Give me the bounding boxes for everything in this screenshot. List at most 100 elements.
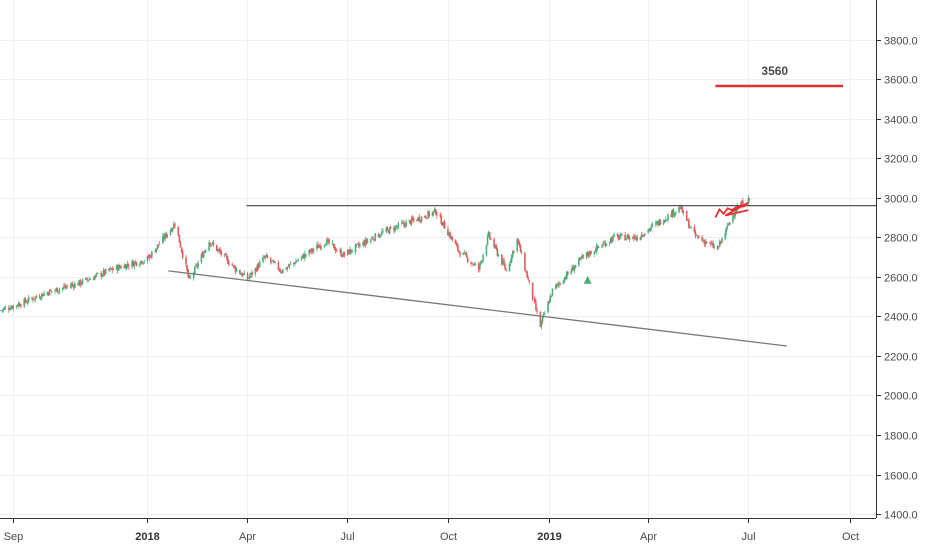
candle-body: [405, 221, 407, 228]
candle-body: [527, 278, 530, 280]
candle-body: [318, 245, 320, 248]
candle-body: [457, 244, 459, 251]
y-tick-label[interactable]: 2200.0: [884, 352, 918, 364]
candle-body: [220, 251, 223, 255]
x-tick-label[interactable]: 2019: [537, 531, 561, 543]
candle-body: [543, 313, 546, 314]
candle-body: [448, 233, 450, 236]
candle-body: [732, 215, 734, 223]
candle-body: [93, 276, 96, 281]
candle-body: [74, 283, 76, 289]
candle-body: [11, 306, 13, 309]
x-tick-label[interactable]: Oct: [440, 531, 457, 543]
candle-body: [635, 238, 637, 239]
candle-body: [41, 293, 43, 298]
candle-body: [474, 263, 477, 265]
candle-body: [541, 317, 544, 322]
candle-body: [140, 260, 142, 264]
candle-body: [378, 236, 381, 237]
candle-body: [317, 244, 319, 249]
candle-body: [689, 227, 691, 229]
candle-body: [386, 227, 389, 230]
candle-body: [550, 295, 553, 297]
y-tick-label[interactable]: 2400.0: [884, 312, 918, 324]
candle-body: [472, 264, 475, 266]
candle-body: [648, 229, 651, 231]
candle-body: [246, 273, 249, 280]
candle-body: [171, 228, 174, 231]
candle-body: [324, 244, 327, 246]
candle-body: [554, 285, 557, 289]
y-tick-label[interactable]: 2600.0: [884, 273, 918, 285]
candle-body: [346, 249, 349, 255]
y-tick-label[interactable]: 3400.0: [884, 115, 918, 127]
y-tick-label[interactable]: 1800.0: [884, 431, 918, 443]
candle-body: [428, 211, 430, 216]
candle-body: [169, 229, 172, 236]
candle-body: [224, 253, 227, 256]
candle-body: [94, 274, 97, 277]
candle-body: [372, 238, 374, 240]
candle-body: [115, 265, 118, 270]
candle-body: [273, 261, 275, 263]
axes: [0, 0, 877, 519]
candle-body: [326, 239, 328, 246]
candle-body: [396, 226, 399, 228]
candle-body: [305, 254, 307, 256]
candle-body: [256, 264, 259, 271]
support-line[interactable]: [168, 270, 787, 347]
x-tick-label[interactable]: Sep: [4, 531, 24, 543]
candle-body: [23, 298, 26, 307]
candle-body: [693, 226, 696, 232]
candle-body: [640, 234, 643, 238]
y-tick-label[interactable]: 3600.0: [884, 75, 918, 87]
candle-body: [370, 239, 372, 242]
candle-body: [394, 226, 396, 232]
candle-body: [633, 236, 635, 239]
y-tick-label[interactable]: 3800.0: [884, 36, 918, 48]
candle-body: [539, 312, 542, 327]
x-tick-label[interactable]: Apr: [640, 531, 657, 543]
candle-body: [308, 249, 311, 255]
x-tick-label[interactable]: Jul: [340, 531, 354, 543]
candle-body: [509, 260, 512, 263]
y-tick-label[interactable]: 2000.0: [884, 391, 918, 403]
y-tick-label[interactable]: 3000.0: [884, 194, 918, 206]
candle-body: [505, 270, 508, 271]
candle-body: [339, 250, 341, 252]
x-tick-label[interactable]: 2018: [135, 531, 159, 543]
candle-body: [16, 305, 19, 307]
candle-body: [725, 227, 728, 233]
candle-body: [80, 283, 83, 285]
candle-body: [557, 284, 559, 285]
candle-body: [296, 261, 298, 262]
y-axis-ticks[interactable]: 1400.0 1600.0 1800.0 2000.0 2200.0 2400.0 2600…: [876, 36, 918, 522]
x-axis-ticks[interactable]: Sep 2018 Apr Jul Oct 2019 Apr Jul Oct: [4, 518, 859, 543]
candle-body: [649, 228, 652, 231]
candle-body: [135, 262, 138, 266]
candle-body: [681, 206, 684, 213]
candle-body: [297, 259, 300, 261]
candle-body: [534, 298, 536, 303]
candle-body: [327, 239, 329, 241]
candle-body: [335, 250, 338, 252]
candle-body: [38, 296, 41, 298]
candle-body: [242, 274, 245, 276]
candle-body: [644, 233, 646, 236]
candle-body: [517, 239, 520, 243]
candle-body: [408, 219, 411, 222]
y-tick-label[interactable]: 3200.0: [884, 154, 918, 166]
candle-body: [163, 236, 165, 239]
y-tick-label[interactable]: 1600.0: [884, 471, 918, 483]
candle-body: [551, 288, 554, 296]
candle-body: [348, 249, 350, 255]
x-tick-label[interactable]: Oct: [842, 531, 859, 543]
candle-body: [64, 285, 66, 288]
y-tick-label[interactable]: 1400.0: [884, 510, 918, 522]
x-tick-label[interactable]: Jul: [741, 531, 755, 543]
candle-body: [120, 267, 122, 269]
candle-body: [39, 298, 42, 299]
y-tick-label[interactable]: 2800.0: [884, 233, 918, 245]
candle-body: [495, 245, 498, 250]
x-tick-label[interactable]: Apr: [239, 531, 256, 543]
